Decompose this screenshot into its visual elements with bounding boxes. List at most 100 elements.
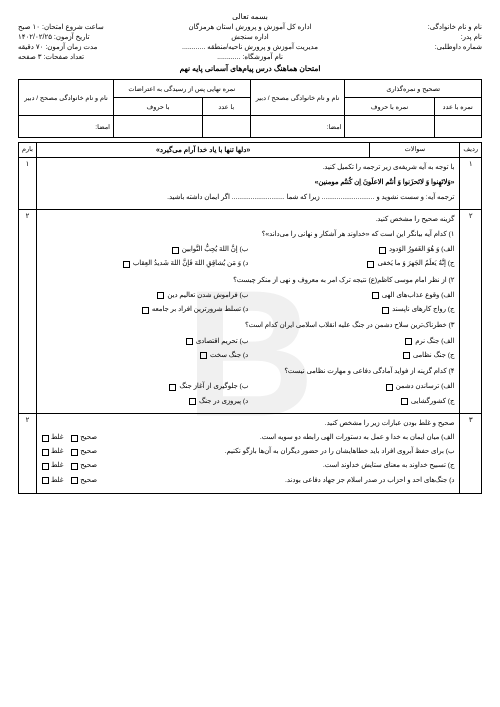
q2-1-opt-c[interactable]: ج) إنَّهُ یَعلَمُ الجَهرَ وَ ما یَخفی xyxy=(248,257,454,271)
q3-d-false[interactable]: غلط xyxy=(42,475,63,487)
q3-a-false[interactable]: غلط xyxy=(42,432,63,444)
grade-header-3: نمره نهایی پس از رسیدگی به اعتراضات xyxy=(114,80,251,98)
q2-3-opt-b[interactable]: ب) تحریم اقتصادی xyxy=(42,335,248,349)
checkbox-icon[interactable] xyxy=(157,292,164,299)
exam-time: ساعت شروع امتحان: ۱۰ صبح xyxy=(18,23,171,31)
q2-4-opt-d[interactable]: د) پیروزی در جنگ xyxy=(42,395,248,409)
q3-a-true[interactable]: صحیح xyxy=(71,432,97,444)
candidate-number-field: شماره داوطلبی: xyxy=(329,43,482,51)
questions-table: ردیف سوالات «دلها تنها با یاد خدا آرام م… xyxy=(18,142,482,494)
org-line-1: اداره کل آموزش و پرورش استان هرمزگان xyxy=(173,23,326,31)
checkbox-icon[interactable] xyxy=(42,477,49,484)
q2-4-opt-b[interactable]: ب) جلوگیری از آغاز جنگ xyxy=(42,380,248,394)
school-name-field: نام آموزشگاه: ............ xyxy=(173,53,326,61)
q2-1-opt-b[interactable]: ب) إنَّ اللهَ یُحِبُّ التَّوابین xyxy=(42,243,248,257)
checkbox-icon[interactable] xyxy=(172,247,179,254)
q3-c-true[interactable]: صحیح xyxy=(71,460,97,472)
checkbox-icon[interactable] xyxy=(386,384,393,391)
q2-2-opt-a[interactable]: الف) وقوع عذاب‌های الهی xyxy=(248,289,454,303)
grade-table: تصحیح و نمره‌گذاری نام و نام خانوادگی مص… xyxy=(18,79,482,138)
q3-d-true[interactable]: صحیح xyxy=(71,475,97,487)
final-num-cell[interactable] xyxy=(203,116,250,138)
q1-score: ۱ xyxy=(19,158,37,210)
grade-header-1: تصحیح و نمره‌گذاری xyxy=(345,80,482,98)
q2-score: ۲ xyxy=(19,209,37,413)
q2-1-opt-a[interactable]: الف) وَ هُوَ الغَفورُ الوَدود xyxy=(248,243,454,257)
exam-date: تاریخ آزمون: ۱۴۰۲/۰۲/۲۵ xyxy=(18,33,171,41)
checkbox-icon[interactable] xyxy=(382,307,389,314)
grade-header-2: نام و نام خانوادگی مصحح / دبیر xyxy=(250,80,345,116)
q2-1-opt-d[interactable]: د) وَ مَن یُشاقِقِ اللهَ فَإنَّ اللهَ شَ… xyxy=(42,257,248,271)
sign-1[interactable]: امضا: xyxy=(250,116,345,138)
father-name-field: نام پدر: xyxy=(329,33,482,41)
q3-c-false[interactable]: غلط xyxy=(42,460,63,472)
q1-arabic: «وَلاتَهِنوا وَ لاتَحزَنوا وَ أنتُم الاع… xyxy=(42,177,454,189)
q3-c-text: ج) تسبیح خداوند به معنای ستایش خداوند اس… xyxy=(103,460,455,472)
checkbox-icon[interactable] xyxy=(42,449,49,456)
sign-2[interactable]: امضا: xyxy=(19,116,114,138)
q3-b-true[interactable]: صحیح xyxy=(71,446,97,458)
grade-num-label: نمره با عدد xyxy=(434,98,481,116)
col-score: بارم xyxy=(19,143,37,158)
student-name-field: نام و نام خانوادگی: xyxy=(329,23,482,31)
q1-num: ۱ xyxy=(460,158,482,210)
org-line-3: مدیریت آموزش و پرورش ناحیه/منطقه .......… xyxy=(173,43,326,51)
final-word-cell[interactable] xyxy=(114,116,203,138)
col-row: ردیف xyxy=(460,143,482,158)
grade-header-4: نام و نام خانوادگی مصحح / دبیر xyxy=(19,80,114,116)
checkbox-icon[interactable] xyxy=(71,449,78,456)
q2-3-opt-a[interactable]: الف) جنگ نرم xyxy=(248,335,454,349)
question-row: ۲ گزینه صحیح را مشخص کنید. ۱) کدام آیه ب… xyxy=(19,209,482,413)
checkbox-icon[interactable] xyxy=(123,261,130,268)
q2-2-opt-d[interactable]: د) تسلط شرورترین افراد بر جامعه xyxy=(42,303,248,317)
checkbox-icon[interactable] xyxy=(186,338,193,345)
col-questions: سوالات xyxy=(370,143,460,158)
checkbox-icon[interactable] xyxy=(42,463,49,470)
grade-word-cell[interactable] xyxy=(345,116,434,138)
q3-d-text: د) جنگ‌های احد و احزاب در صدر اسلام جز ج… xyxy=(103,475,455,487)
q3-num: ۳ xyxy=(460,413,482,493)
checkbox-icon[interactable] xyxy=(42,435,49,442)
q2-text: گزینه صحیح را مشخص کنید. xyxy=(42,214,454,226)
checkbox-icon[interactable] xyxy=(71,463,78,470)
question-row: ۳ صحیح و غلط بودن عبارات زیر را مشخص کنی… xyxy=(19,413,482,493)
q3-score: ۲ xyxy=(19,413,37,493)
org-line-2: اداره سنجش xyxy=(173,33,326,41)
q3-b-false[interactable]: غلط xyxy=(42,446,63,458)
checkbox-icon[interactable] xyxy=(379,247,386,254)
checkbox-icon[interactable] xyxy=(71,477,78,484)
checkbox-icon[interactable] xyxy=(189,398,196,405)
checkbox-icon[interactable] xyxy=(405,338,412,345)
exam-title: امتحان هماهنگ درس پیام‌های آسمانی پایه ن… xyxy=(18,64,482,73)
checkbox-icon[interactable] xyxy=(169,384,176,391)
q2-3-text: ۳) خطرناک‌ترین سلاح دشمن در جنگ علیه انق… xyxy=(42,320,454,332)
q2-4-text: ۴) کدام گزینه از فواید آمادگی دفاعی و مه… xyxy=(42,366,454,378)
q1-text: با توجه به آیه شریفه‌ی زیر ترجمه را تکمی… xyxy=(42,162,454,174)
q2-3-opt-d[interactable]: د) جنگ سخت xyxy=(42,349,248,363)
q2-4-opt-a[interactable]: الف) ترساندن دشمن xyxy=(248,380,454,394)
q2-num: ۲ xyxy=(460,209,482,413)
q3-b-text: ب) برای حفظ آبروی افراد باید خطاهایشان ر… xyxy=(103,446,455,458)
motto: «دلها تنها با یاد خدا آرام می‌گیرد» xyxy=(37,143,370,158)
q2-3-opt-c[interactable]: ج) جنگ نظامی xyxy=(248,349,454,363)
checkbox-icon[interactable] xyxy=(367,261,374,268)
final-num-label: با عدد xyxy=(203,98,250,116)
q2-4-opt-c[interactable]: ج) کشورگشایی xyxy=(248,395,454,409)
q2-2-opt-b[interactable]: ب) فراموش شدن تعالیم دین xyxy=(42,289,248,303)
question-row: ۱ با توجه به آیه شریفه‌ی زیر ترجمه را تک… xyxy=(19,158,482,210)
checkbox-icon[interactable] xyxy=(401,398,408,405)
checkbox-icon[interactable] xyxy=(200,352,207,359)
page-count: تعداد صفحات: ۳ صفحه xyxy=(18,53,171,61)
grade-num-cell[interactable] xyxy=(434,116,481,138)
bismillah: بسمه تعالی xyxy=(18,12,482,21)
q3-text: صحیح و غلط بودن عبارات زیر را مشخص کنید. xyxy=(42,418,454,430)
checkbox-icon[interactable] xyxy=(403,352,410,359)
checkbox-icon[interactable] xyxy=(142,307,149,314)
q2-2-text: ۲) از نظر امام موسی کاظم(ع) نتیجه ترک ام… xyxy=(42,275,454,287)
final-word-label: با حروف xyxy=(114,98,203,116)
q2-2-opt-c[interactable]: ج) رواج کارهای ناپسند xyxy=(248,303,454,317)
exam-duration: مدت زمان آزمون: ۷۰ دقیقه xyxy=(18,43,171,51)
checkbox-icon[interactable] xyxy=(372,292,379,299)
checkbox-icon[interactable] xyxy=(71,435,78,442)
q1-translation[interactable]: ترجمه آیه: و سست نشوید و ...............… xyxy=(42,192,454,204)
